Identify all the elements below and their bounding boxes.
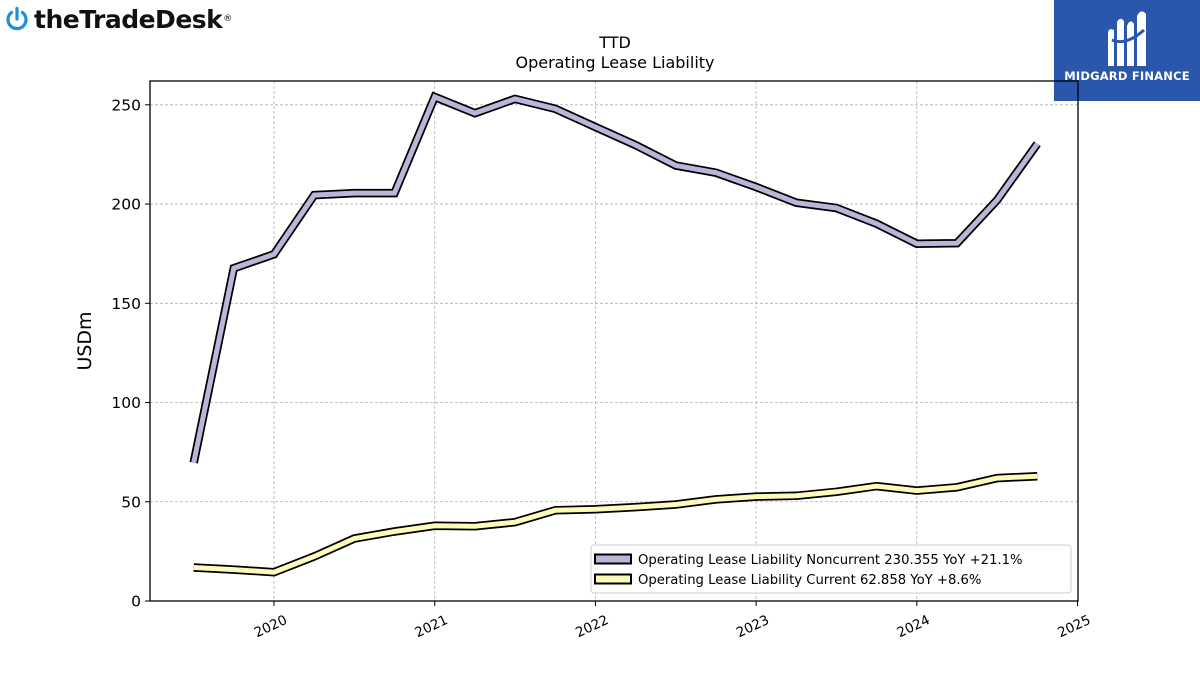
tradedesk-logo: theTradeDesk ® [4,4,232,34]
y-tick-label: 50 [121,493,141,511]
x-tick-label: 2025 [1055,612,1093,641]
chart-title: TTD [598,33,631,52]
legend-label-1: Operating Lease Liability Current 62.858… [638,573,981,588]
legend-box [590,544,1072,594]
tradedesk-logo-text: theTradeDesk [34,4,223,34]
midgard-finance-text: MIDGARD FINANCE [1064,69,1190,83]
y-tick-label: 200 [111,196,141,214]
series-layer [189,91,1041,577]
series-line-1 [193,473,1038,575]
x-tick-label: 2023 [734,612,772,641]
x-tick-label: 2021 [412,612,450,641]
registered-mark: ® [223,14,233,24]
y-tick-label: 0 [131,593,141,611]
chart-subtitle: Operating Lease Liability [515,53,714,72]
x-tick-label: 2024 [895,612,933,641]
plot-frame [149,80,1079,602]
y-tick-label: 250 [111,96,141,114]
y-tick-label: 100 [111,394,141,412]
x-tick-label: 2022 [573,612,611,641]
y-axis-label: USDm [74,311,96,370]
x-tick-label: 2020 [252,612,290,641]
legend: Operating Lease Liability Noncurrent 230… [590,544,1072,594]
y-tick-label: 150 [111,295,141,313]
series-outline-0 [189,91,1041,464]
ttd-power-icon [6,6,28,31]
legend-swatch-0 [594,553,632,565]
grid-lines [150,81,1078,601]
legend-swatch-1 [594,573,632,585]
legend-label-0: Operating Lease Liability Noncurrent 230… [638,553,1023,568]
midgard-m-icon [1108,11,1146,67]
series-line-0 [191,93,1040,464]
